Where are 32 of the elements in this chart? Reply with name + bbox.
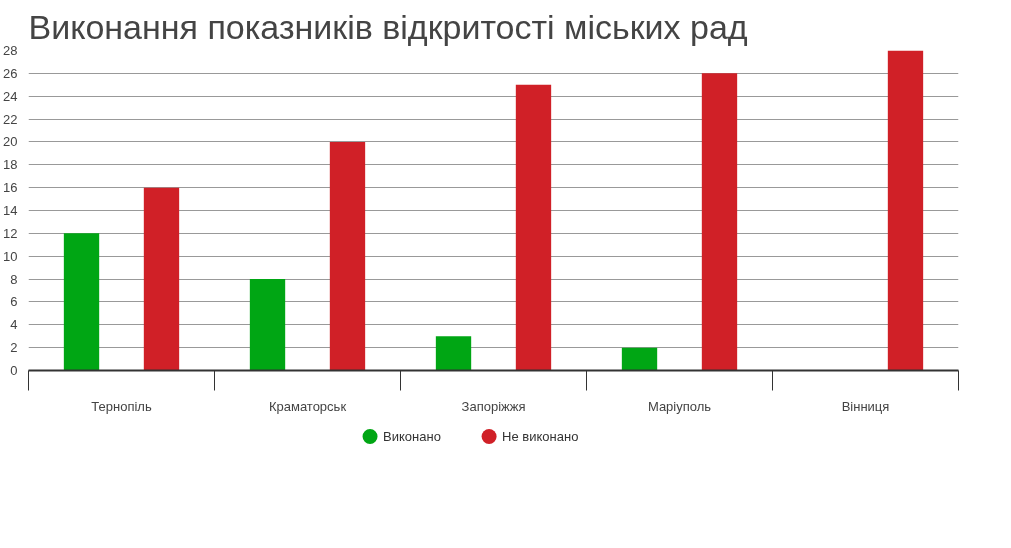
legend-label: Виконано [383,429,441,444]
x-tick-label: Вінниця [841,398,890,414]
y-tick-label: 4 [10,317,18,333]
y-tick-label: 10 [3,248,18,264]
bar [63,233,100,371]
x-tick-label: Тернопіль [91,398,152,414]
y-tick-label: 0 [10,363,18,378]
bar [621,347,658,371]
y-tick-label: 24 [3,88,18,104]
x-tick-label: Краматорськ [268,398,347,414]
y-tick-label: 18 [3,157,18,173]
bar [143,187,180,371]
bar [887,50,924,371]
y-tick-label: 8 [10,271,18,287]
bar [249,279,286,371]
bar [515,84,552,371]
chart-title: Виконання показників відкритості міських рад [28,7,748,46]
bar [435,336,472,371]
y-tick-label: 6 [10,294,18,310]
y-tick-label: 26 [3,65,18,81]
y-tick-label: 22 [3,111,18,127]
bar [701,73,738,371]
y-tick-label: 14 [3,203,18,218]
legend-label: Не виконано [502,429,579,444]
y-tick-label: 2 [10,340,18,356]
bar [329,141,366,371]
y-tick-label: 16 [3,180,18,196]
x-tick-label: Запоріжжя [461,398,526,414]
y-tick-label: 12 [3,225,18,241]
y-tick-label: 28 [3,43,18,58]
y-tick-label: 20 [3,134,18,150]
x-tick-label: Маріуполь [647,398,712,414]
